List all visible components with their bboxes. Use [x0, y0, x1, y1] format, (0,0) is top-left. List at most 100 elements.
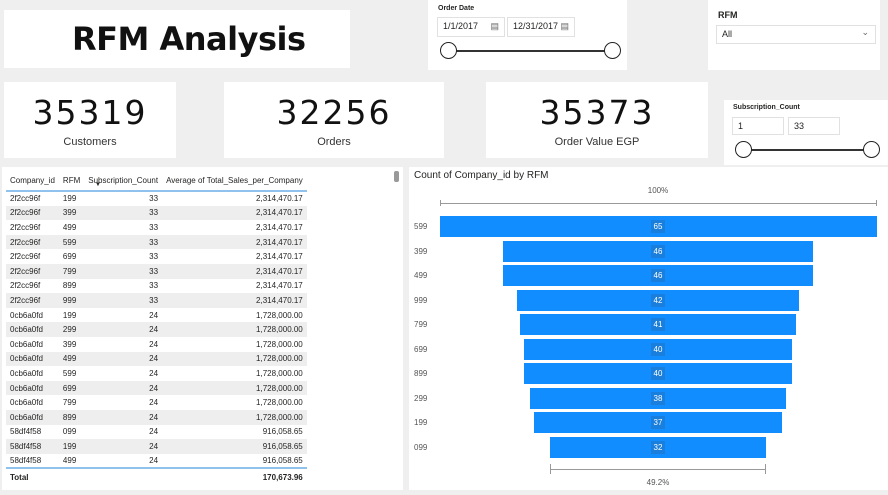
subscription-count-cell: 24: [149, 398, 159, 408]
top-percent-label: 100%: [647, 186, 669, 195]
funnel-bar[interactable]: 40: [523, 338, 793, 360]
funnel-bar[interactable]: 41: [520, 314, 796, 335]
company-id-cell: 2f2cc96f: [6, 263, 59, 279]
subscription-max-input[interactable]: 33: [788, 117, 840, 135]
subscription-slider-min-handle[interactable]: [735, 141, 752, 158]
funnel-bar[interactable]: 46: [503, 265, 813, 286]
average-sales-cell: 2,314,470.17: [256, 252, 303, 262]
rfm-slicer[interactable]: RFM All ⌄: [708, 0, 880, 70]
table-row[interactable]: 0cb6a0fd 499 24 1,728,000.00: [6, 351, 307, 367]
subscription-count-cell: 24: [84, 351, 163, 367]
funnel-value-label: 46: [650, 244, 666, 258]
table-row[interactable]: 0cb6a0fd 199 24 1,728,000.00: [6, 308, 307, 323]
date-slider-start-handle[interactable]: [440, 42, 457, 59]
column-header-average-sales[interactable]: Average of Total_Sales_per_Company: [162, 171, 307, 192]
subscription-count-cell: 33: [84, 205, 163, 221]
start-date-input[interactable]: 1/1/2017 ▤: [437, 17, 505, 37]
company-id-cell: 0cb6a0fd: [6, 322, 59, 337]
subscription-slicer[interactable]: Subscription_Count 1 33: [724, 100, 888, 165]
average-sales-cell: 1,728,000.00: [256, 368, 303, 378]
subscription-count-cell: 33: [149, 281, 159, 291]
funnel-value-label: 40: [650, 367, 666, 380]
rfm-cell: 199: [62, 194, 77, 204]
table-row[interactable]: 2f2cc96f 199 33 2,314,470.17: [6, 191, 307, 206]
funnel-bar[interactable]: 40: [523, 363, 793, 384]
rfm-cell: 799: [62, 398, 77, 408]
table-row[interactable]: 58df4f58 499 24 916,058.65: [6, 454, 307, 469]
average-sales-cell: 2,314,470.17: [256, 194, 303, 204]
rfm-cell: 699: [58, 380, 85, 396]
rfm-cell: 499: [62, 455, 77, 465]
date-slider-track[interactable]: [448, 50, 613, 52]
total-value: 170,673.96: [162, 467, 307, 487]
table-row[interactable]: 58df4f58 099 24 916,058.65: [6, 425, 307, 440]
end-date-input[interactable]: 12/31/2017 ▤: [507, 17, 575, 37]
page-title: RFM Analysis: [4, 10, 350, 68]
average-sales-cell: 2,314,470.17: [256, 222, 303, 232]
company-id-cell: 58df4f58: [6, 439, 59, 454]
sort-descending-icon[interactable]: ▼: [95, 182, 101, 188]
subscription-count-cell: 33: [149, 194, 159, 204]
table-row[interactable]: 0cb6a0fd 299 24 1,728,000.00: [6, 322, 307, 337]
rfm-slicer-label: RFM: [718, 10, 738, 20]
funnel-bar[interactable]: 38: [530, 387, 786, 409]
calendar-icon[interactable]: ▤: [490, 21, 499, 31]
table-scrollbar[interactable]: [394, 171, 399, 182]
funnel-bar[interactable]: 32: [550, 436, 766, 458]
average-sales-cell: 2,314,470.17: [162, 234, 307, 250]
rfm-cell: 599: [58, 234, 85, 250]
table-row[interactable]: 0cb6a0fd 799 24 1,728,000.00: [6, 395, 307, 410]
rfm-dropdown[interactable]: All ⌄: [716, 25, 876, 44]
order-date-slicer[interactable]: Order Date 1/1/2017 ▤ 12/31/2017 ▤: [428, 0, 627, 70]
company-id-cell: 0cb6a0fd: [6, 351, 59, 367]
table-row[interactable]: 0cb6a0fd 899 24 1,728,000.00: [6, 409, 307, 425]
subscription-count-cell: 33: [149, 252, 159, 262]
table-row[interactable]: 2f2cc96f 599 33 2,314,470.17: [6, 234, 307, 250]
table-row[interactable]: 2f2cc96f 799 33 2,314,470.17: [6, 263, 307, 279]
customers-card: 35319 Customers: [4, 82, 176, 158]
funnel-category-label: 999: [414, 295, 428, 305]
company-id-cell: 58df4f58: [10, 455, 42, 465]
column-header-subscription-count[interactable]: Subscription_Count: [84, 171, 163, 192]
subscription-min-input[interactable]: 1: [732, 117, 784, 135]
funnel-value-label: 37: [650, 416, 666, 429]
total-empty: [84, 467, 163, 487]
subscription-slider-max-handle[interactable]: [863, 141, 880, 158]
average-sales-cell: 916,058.65: [262, 427, 303, 437]
table-row[interactable]: 58df4f58 199 24 916,058.65: [6, 439, 307, 454]
funnel-bar[interactable]: 37: [533, 412, 783, 433]
chevron-down-icon[interactable]: ⌄: [861, 27, 869, 37]
table-row[interactable]: 2f2cc96f 699 33 2,314,470.17: [6, 249, 307, 264]
rfm-cell: 199: [62, 310, 77, 320]
table-row[interactable]: 2f2cc96f 399 33 2,314,470.17: [6, 205, 307, 221]
funnel-bar[interactable]: 65: [439, 216, 877, 237]
company-id-cell: 2f2cc96f: [6, 293, 59, 308]
funnel-bar[interactable]: 46: [503, 240, 813, 262]
date-slider-end-handle[interactable]: [604, 42, 621, 59]
table-row[interactable]: 2f2cc96f 499 33 2,314,470.17: [6, 220, 307, 235]
table-row[interactable]: 2f2cc96f 899 33 2,314,470.17: [6, 279, 307, 294]
subscription-slicer-label: Subscription_Count: [733, 104, 800, 111]
table-row[interactable]: 2f2cc96f 999 33 2,314,470.17: [6, 293, 307, 308]
funnel-category-label: 799: [414, 320, 428, 329]
column-header-rfm[interactable]: RFM: [58, 171, 85, 192]
average-sales-cell: 1,728,000.00: [256, 398, 303, 408]
orders-value: 32256: [276, 92, 392, 132]
average-sales-cell: 2,314,470.17: [162, 293, 307, 308]
order-date-label: Order Date: [438, 5, 475, 12]
sales-table: Company_id RFM Subscription_Count Averag…: [6, 171, 307, 487]
funnel-value-label: 46: [650, 269, 666, 282]
table-row[interactable]: 0cb6a0fd 699 24 1,728,000.00: [6, 380, 307, 396]
rfm-cell: 999: [58, 293, 85, 308]
table-row[interactable]: 0cb6a0fd 599 24 1,728,000.00: [6, 366, 307, 381]
rfm-cell: 899: [58, 409, 85, 425]
funnel-category-label: 099: [414, 442, 428, 452]
chart-title: Count of Company_id by RFM: [414, 170, 549, 181]
subscription-slider-track[interactable]: [744, 149, 874, 151]
calendar-icon[interactable]: ▤: [560, 21, 569, 31]
table-row[interactable]: 0cb6a0fd 399 24 1,728,000.00: [6, 337, 307, 352]
funnel-bar[interactable]: 42: [516, 289, 800, 311]
total-label: Total: [6, 467, 59, 487]
column-header-company-id[interactable]: Company_id: [6, 171, 59, 192]
bottom-percent-label: 49.2%: [646, 478, 670, 487]
